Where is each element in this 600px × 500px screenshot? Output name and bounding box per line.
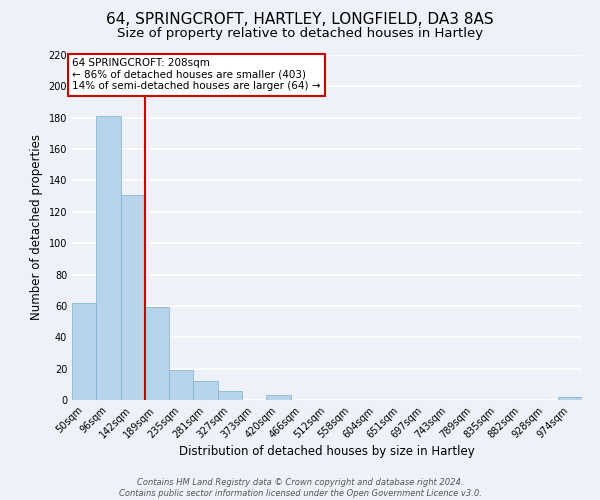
X-axis label: Distribution of detached houses by size in Hartley: Distribution of detached houses by size … (179, 446, 475, 458)
Text: 64, SPRINGCROFT, HARTLEY, LONGFIELD, DA3 8AS: 64, SPRINGCROFT, HARTLEY, LONGFIELD, DA3… (106, 12, 494, 28)
Bar (96, 116, 121, 400)
Bar (169, 370, 193, 400)
Bar (72, 303, 96, 400)
Bar (193, 381, 218, 400)
Text: Contains HM Land Registry data © Crown copyright and database right 2024.
Contai: Contains HM Land Registry data © Crown c… (119, 478, 481, 498)
Bar (145, 308, 169, 400)
Bar (121, 194, 145, 400)
Y-axis label: Number of detached properties: Number of detached properties (30, 134, 43, 320)
Bar (266, 396, 290, 400)
Bar (558, 397, 582, 400)
Bar (218, 390, 242, 400)
Text: Size of property relative to detached houses in Hartley: Size of property relative to detached ho… (117, 28, 483, 40)
Text: 64 SPRINGCROFT: 208sqm
← 86% of detached houses are smaller (403)
14% of semi-de: 64 SPRINGCROFT: 208sqm ← 86% of detached… (73, 58, 321, 92)
